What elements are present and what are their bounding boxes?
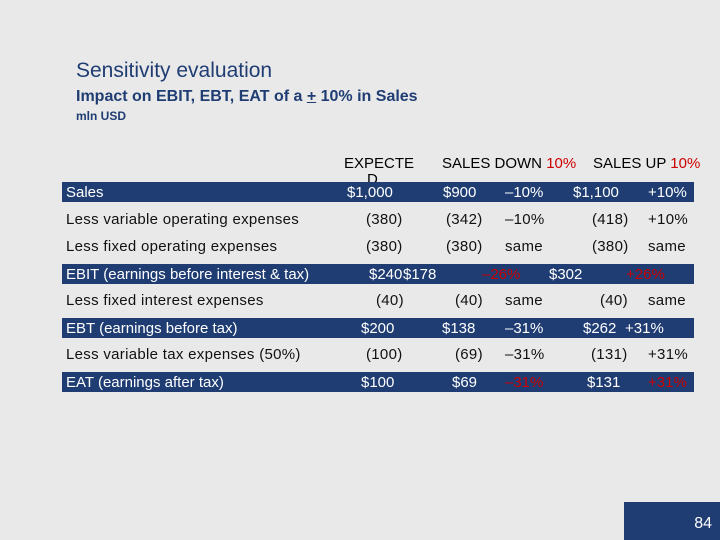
header-down-pct: 10% (546, 155, 577, 172)
up-change: +31% (648, 346, 688, 363)
table-row: Less fixed interest expenses (40) (40) s… (0, 291, 720, 315)
down-change: same (505, 292, 543, 309)
expected-value: $1,000 (347, 184, 393, 201)
down-value: (380) (446, 238, 483, 255)
header-expected-overflow: D (367, 171, 378, 188)
row-band-ebt (62, 318, 694, 338)
table-row: EAT (earnings after tax) $100 $69 –31% $… (0, 373, 720, 397)
down-value: (69) (455, 346, 483, 363)
unit-label: mln USD (76, 109, 127, 123)
down-change: same (505, 238, 543, 255)
row-label: EBIT (earnings before interest & tax) (66, 266, 310, 283)
row-band-sales (62, 182, 694, 202)
row-label: EBT (earnings before tax) (66, 320, 238, 337)
row-label: Sales (66, 184, 104, 201)
down-value: $900 (443, 184, 477, 201)
page-number: 84 (694, 515, 712, 532)
up-change: +31% (625, 320, 664, 337)
down-change: –26% (482, 266, 521, 283)
up-value: (40) (600, 292, 628, 309)
expected-value: $100 (361, 374, 395, 391)
down-value: (342) (446, 211, 483, 228)
down-value: (40) (455, 292, 483, 309)
up-change: +10% (648, 211, 688, 228)
down-value: $69 (452, 374, 478, 391)
row-band-ebit (62, 264, 694, 284)
expected-value: (380) (366, 211, 403, 228)
slide-title: Sensitivity evaluation (76, 59, 273, 82)
row-band-eat (62, 372, 694, 392)
header-expected: EXPECTE (344, 155, 415, 172)
header-up-text: SALES UP (593, 155, 671, 172)
plus-minus-sign: + (306, 88, 317, 105)
up-change: +10% (648, 184, 687, 201)
up-value: (380) (592, 238, 629, 255)
down-value: $178 (403, 266, 437, 283)
down-change: –10% (505, 211, 545, 228)
down-change: –31% (505, 374, 544, 391)
header-up-pct: 10% (670, 155, 701, 172)
row-label: EAT (earnings after tax) (66, 374, 224, 391)
table-row: Sales $1,000 $900 –10% $1,100 +10% (0, 183, 720, 207)
header-down-text: SALES DOWN (442, 155, 547, 172)
row-label: Less variable operating expenses (66, 211, 300, 228)
up-value: $131 (587, 374, 621, 391)
expected-value: (380) (366, 238, 403, 255)
up-value: $1,100 (573, 184, 619, 201)
page-number-box (624, 502, 720, 540)
subtitle-suffix: 10% in Sales (316, 88, 418, 105)
up-change: same (648, 292, 686, 309)
table-row: Less variable tax expenses (50%) (100) (… (0, 345, 720, 369)
up-change: +26% (626, 266, 665, 283)
up-value: $262 (583, 320, 617, 337)
table-row: Less fixed operating expenses (380) (380… (0, 237, 720, 261)
up-value: (131) (591, 346, 628, 363)
subtitle-prefix: Impact on EBIT, EBT, EAT of a (76, 88, 307, 105)
up-value: $302 (549, 266, 583, 283)
expected-value: $200 (361, 320, 395, 337)
expected-value: $240 (369, 266, 403, 283)
up-value: (418) (592, 211, 629, 228)
down-change: –31% (505, 346, 545, 363)
row-label: Less variable tax expenses (50%) (66, 346, 301, 363)
header-sales-up: SALES UP 10% (593, 155, 700, 172)
header-sales-down: SALES DOWN 10% (442, 155, 576, 172)
slide-subtitle: Impact on EBIT, EBT, EAT of a + 10% in S… (76, 88, 418, 106)
row-label: Less fixed operating expenses (66, 238, 278, 255)
up-change: same (648, 238, 686, 255)
down-value: $138 (442, 320, 476, 337)
expected-value: (40) (376, 292, 404, 309)
down-change: –31% (505, 320, 544, 337)
table-row: EBT (earnings before tax) $200 $138 –31%… (0, 319, 720, 343)
table-row: Less variable operating expenses (380) (… (0, 210, 720, 234)
expected-value: (100) (366, 346, 403, 363)
up-change: +31% (648, 374, 687, 391)
row-label: Less fixed interest expenses (66, 292, 264, 309)
down-change: –10% (505, 184, 544, 201)
table-row: EBIT (earnings before interest & tax) $2… (0, 265, 720, 289)
